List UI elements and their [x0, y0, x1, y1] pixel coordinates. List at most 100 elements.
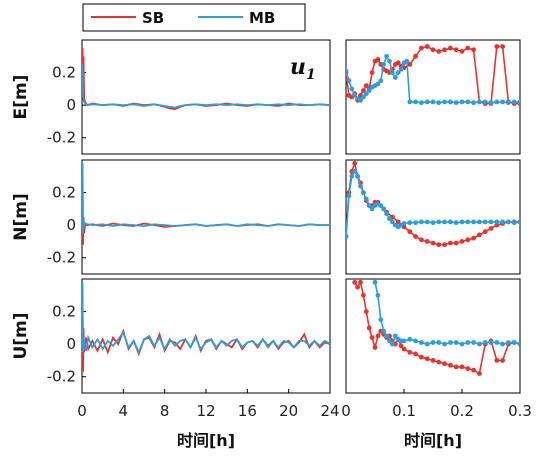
y-axis-label-u: U[m]	[11, 312, 31, 359]
series-line-mb-u-full	[82, 282, 330, 355]
data-point-sb-u-zoom	[500, 358, 505, 363]
data-point-mb-e-zoom	[517, 99, 520, 105]
data-point-sb-e-zoom	[419, 45, 424, 51]
data-point-mb-n-zoom	[419, 219, 424, 225]
y-axis-label-n: N[m]	[11, 193, 31, 240]
data-point-mb-n-zoom	[471, 219, 476, 225]
data-point-sb-e-zoom	[494, 44, 500, 49]
data-point-sb-u-zoom	[477, 371, 482, 376]
series-line-mb-e-full	[82, 64, 330, 109]
data-point-sb-u-zoom	[465, 366, 471, 371]
data-point-mb-n-zoom	[361, 190, 366, 196]
data-point-mb-u-zoom	[430, 340, 436, 345]
data-point-mb-e-zoom	[511, 99, 517, 105]
data-point-mb-e-zoom	[392, 75, 398, 80]
y-tick-label-e-full: 0.2	[52, 64, 76, 82]
data-point-mb-e-zoom	[506, 100, 511, 106]
data-point-mb-e-zoom	[395, 70, 401, 75]
data-point-mb-n-zoom	[413, 220, 418, 226]
data-point-sb-e-zoom	[369, 70, 375, 75]
data-point-sb-u-zoom	[352, 279, 358, 285]
data-point-mb-e-zoom	[358, 97, 363, 103]
data-point-mb-u-zoom	[459, 341, 465, 347]
data-point-mb-u-zoom	[390, 341, 395, 347]
data-point-sb-e-zoom	[413, 53, 418, 59]
data-point-mb-e-zoom	[448, 99, 453, 105]
data-point-sb-u-zoom	[419, 354, 424, 360]
annotation-subscript: 1	[306, 67, 316, 83]
data-point-mb-u-zoom	[453, 340, 459, 345]
data-point-mb-n-zoom	[369, 206, 375, 212]
data-point-mb-n-zoom	[436, 219, 442, 225]
data-point-mb-e-zoom	[488, 100, 494, 106]
data-point-mb-e-zoom	[430, 99, 436, 105]
annotation-main: u	[290, 54, 306, 80]
data-point-mb-n-zoom	[482, 219, 488, 225]
data-point-sb-u-zoom	[358, 279, 363, 285]
data-point-sb-n-zoom	[436, 242, 442, 248]
data-point-mb-n-zoom	[511, 220, 517, 226]
data-point-mb-u-zoom	[424, 341, 430, 347]
plot-area-u-full	[82, 282, 330, 372]
data-point-sb-u-zoom	[453, 364, 459, 370]
data-point-mb-e-zoom	[361, 94, 366, 100]
data-point-mb-u-zoom	[500, 341, 505, 347]
data-point-sb-n-zoom	[448, 240, 453, 246]
data-point-mb-n-zoom	[465, 219, 471, 225]
data-point-sb-e-zoom	[424, 44, 430, 49]
data-point-sb-u-zoom	[448, 362, 453, 368]
x-axis-label-full: 时间[h]	[177, 431, 235, 450]
data-point-mb-n-zoom	[477, 219, 482, 225]
data-point-mb-n-zoom	[387, 216, 392, 222]
x-tick-label-u-zoom: 0	[341, 402, 351, 420]
data-point-sb-e-zoom	[442, 47, 447, 53]
data-point-sb-n-zoom	[453, 240, 459, 246]
data-point-sb-u-zoom	[363, 309, 369, 314]
data-point-sb-n-zoom	[442, 242, 447, 248]
data-point-mb-n-zoom	[366, 203, 372, 209]
y-tick-label-u-full: -0.2	[47, 368, 76, 386]
data-point-mb-u-zoom	[419, 340, 424, 345]
data-point-sb-e-zoom	[363, 83, 369, 88]
data-point-mb-u-zoom	[392, 333, 398, 339]
x-tick-label-u-zoom: 0.3	[508, 402, 532, 420]
x-tick-label-u-zoom: 0.2	[450, 402, 474, 420]
legend-label-mb: MB	[249, 9, 275, 27]
data-point-mb-e-zoom	[346, 78, 352, 84]
data-point-sb-n-zoom	[352, 160, 358, 166]
data-point-mb-e-zoom	[494, 99, 500, 105]
data-point-mb-e-zoom	[381, 62, 387, 67]
data-point-mb-e-zoom	[349, 86, 355, 92]
data-point-sb-e-zoom	[448, 45, 453, 51]
legend-label-sb: SB	[142, 9, 164, 27]
data-point-mb-n-zoom	[378, 203, 384, 209]
data-point-mb-u-zoom	[506, 340, 511, 345]
data-point-mb-n-zoom	[346, 193, 352, 199]
data-point-mb-e-zoom	[459, 99, 465, 105]
data-point-sb-u-zoom	[459, 364, 465, 370]
data-point-sb-n-zoom	[465, 237, 471, 243]
data-point-sb-n-zoom	[407, 229, 413, 235]
data-point-mb-e-zoom	[375, 81, 381, 87]
data-point-mb-e-zoom	[436, 100, 442, 106]
data-point-sb-n-zoom	[488, 226, 494, 231]
data-point-mb-u-zoom	[384, 333, 389, 339]
data-point-mb-u-zoom	[477, 341, 482, 347]
legend: SB MB	[82, 3, 306, 32]
data-point-mb-n-zoom	[488, 219, 494, 225]
data-point-sb-n-zoom	[395, 219, 401, 225]
data-point-mb-n-zoom	[349, 173, 355, 179]
data-point-mb-e-zoom	[387, 58, 392, 64]
y-tick-label-u-full: 0.2	[52, 303, 76, 321]
data-point-mb-u-zoom	[488, 340, 494, 345]
data-point-sb-u-zoom	[401, 346, 407, 352]
plot-area-n-full	[82, 163, 330, 245]
data-point-sb-e-zoom	[407, 62, 413, 67]
data-point-mb-e-zoom	[453, 100, 459, 106]
data-point-mb-e-zoom	[378, 78, 384, 84]
data-point-mb-n-zoom	[346, 234, 349, 239]
data-point-mb-u-zoom	[378, 317, 384, 323]
panel-e-zoom-frame	[345, 39, 521, 155]
data-point-sb-n-zoom	[482, 229, 488, 235]
data-point-mb-n-zoom	[424, 219, 430, 225]
